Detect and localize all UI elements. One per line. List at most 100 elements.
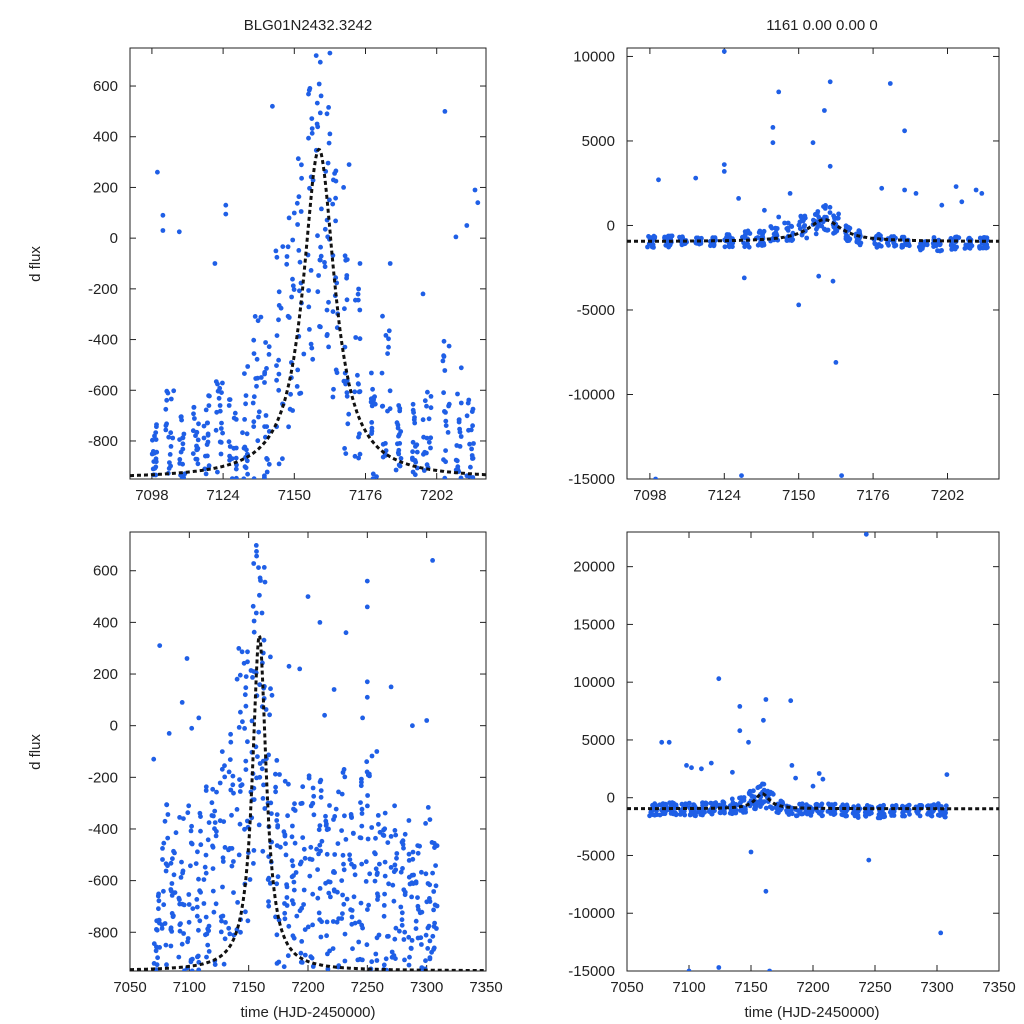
data-point bbox=[203, 471, 209, 477]
data-point bbox=[367, 871, 373, 877]
data-point bbox=[319, 206, 324, 212]
data-point bbox=[262, 371, 267, 377]
data-point bbox=[317, 110, 323, 116]
data-point bbox=[189, 823, 195, 829]
data-point bbox=[793, 813, 799, 819]
data-point bbox=[150, 437, 155, 443]
data-point bbox=[398, 456, 404, 461]
data-point bbox=[153, 948, 159, 954]
data-point bbox=[222, 845, 228, 850]
data-point bbox=[668, 803, 674, 808]
data-point bbox=[365, 803, 370, 809]
data-point bbox=[220, 855, 226, 861]
data-point bbox=[266, 899, 271, 904]
data-point bbox=[243, 767, 249, 772]
data-point bbox=[258, 578, 263, 583]
data-point bbox=[211, 813, 216, 819]
data-point bbox=[171, 872, 177, 878]
data-point bbox=[936, 237, 942, 243]
data-point bbox=[318, 244, 323, 250]
data-point bbox=[386, 344, 391, 350]
data-point bbox=[201, 877, 207, 882]
data-point bbox=[307, 873, 313, 879]
data-point bbox=[373, 866, 379, 872]
data-point bbox=[168, 430, 174, 436]
data-point bbox=[425, 881, 431, 886]
data-point bbox=[163, 868, 169, 874]
data-point bbox=[308, 268, 314, 273]
x-tick-label: 7150 bbox=[232, 979, 265, 996]
data-point bbox=[425, 946, 431, 951]
data-point bbox=[170, 856, 175, 862]
data-point bbox=[887, 81, 893, 86]
data-point bbox=[264, 366, 269, 371]
panel-bottom-right: time (HJD-2450000) -15000 -10000 -5000 0 500… bbox=[568, 531, 1016, 1021]
data-point bbox=[291, 873, 296, 878]
y-tick-label: -5000 bbox=[577, 302, 615, 319]
data-point bbox=[269, 811, 274, 816]
data-point bbox=[344, 297, 350, 303]
data-point bbox=[243, 703, 249, 709]
data-point bbox=[357, 389, 363, 394]
data-point bbox=[310, 356, 316, 362]
data-point bbox=[684, 763, 689, 768]
data-point bbox=[344, 393, 350, 399]
data-point bbox=[776, 214, 782, 220]
data-point bbox=[817, 811, 823, 817]
data-point bbox=[402, 957, 407, 963]
data-point bbox=[789, 763, 795, 768]
data-point bbox=[237, 777, 242, 782]
data-point bbox=[398, 869, 404, 875]
data-point bbox=[322, 712, 327, 718]
data-point bbox=[172, 890, 178, 895]
data-point bbox=[206, 403, 212, 408]
data-point bbox=[746, 739, 751, 745]
y-tick-label: 200 bbox=[93, 179, 118, 196]
data-point bbox=[345, 421, 351, 427]
data-point bbox=[308, 954, 314, 960]
y-tick-label: -400 bbox=[88, 332, 118, 349]
data-point bbox=[315, 289, 321, 295]
data-point bbox=[203, 407, 209, 413]
data-point bbox=[387, 388, 393, 394]
y-tick-label: -800 bbox=[88, 924, 118, 941]
y-axis-label: d flux bbox=[27, 246, 44, 282]
data-point bbox=[724, 232, 730, 237]
data-point bbox=[213, 901, 219, 907]
data-point bbox=[291, 210, 297, 216]
data-point bbox=[268, 686, 273, 692]
data-point bbox=[392, 828, 398, 833]
data-point bbox=[402, 929, 408, 935]
data-point bbox=[323, 880, 328, 886]
data-point bbox=[396, 447, 402, 453]
data-point bbox=[268, 800, 274, 806]
data-point bbox=[286, 663, 292, 669]
x-tick-label: 7150 bbox=[734, 979, 767, 996]
data-point bbox=[407, 954, 412, 960]
x-tick-label: 7150 bbox=[278, 487, 311, 504]
data-point bbox=[821, 204, 826, 210]
data-point bbox=[316, 827, 322, 833]
data-point bbox=[168, 925, 174, 931]
data-point bbox=[426, 439, 432, 445]
x-tick-label: 7200 bbox=[291, 979, 324, 996]
data-point bbox=[274, 377, 279, 383]
data-point bbox=[298, 959, 304, 965]
data-point bbox=[230, 782, 236, 788]
data-point bbox=[413, 879, 419, 885]
x-tick-label: 7124 bbox=[708, 487, 741, 504]
data-point bbox=[198, 889, 204, 895]
data-point bbox=[250, 603, 256, 609]
data-point bbox=[242, 726, 248, 731]
data-points bbox=[151, 543, 440, 971]
data-point bbox=[161, 888, 166, 894]
data-point bbox=[218, 451, 224, 457]
data-point bbox=[822, 108, 827, 113]
data-point bbox=[366, 902, 371, 908]
data-point bbox=[423, 932, 429, 938]
data-point bbox=[426, 416, 432, 422]
data-point bbox=[356, 286, 361, 292]
data-point bbox=[330, 394, 336, 400]
data-point bbox=[323, 813, 328, 819]
data-point bbox=[330, 946, 336, 951]
